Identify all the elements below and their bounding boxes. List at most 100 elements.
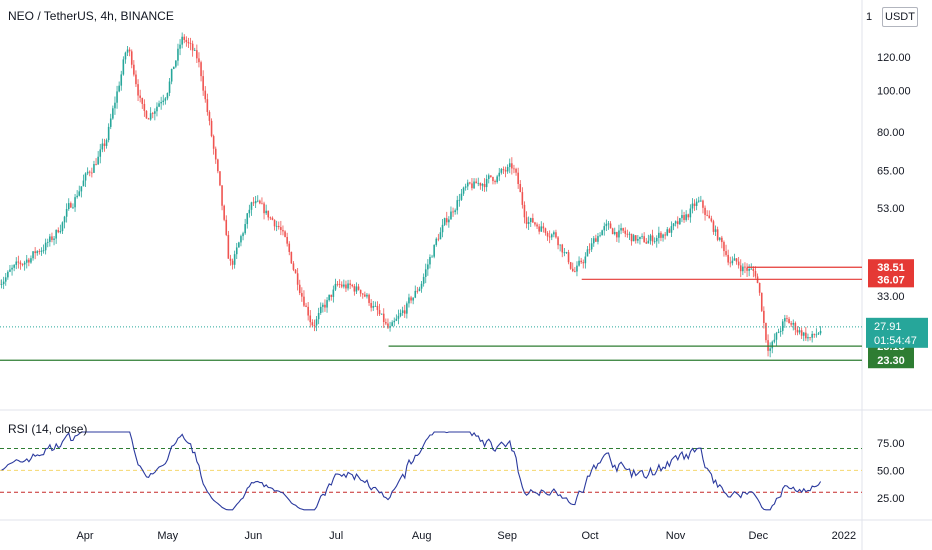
candle-body [372,306,375,308]
candle-body [309,315,312,323]
candle-body [72,207,74,209]
currency-button[interactable]: USDT [882,7,918,27]
candle-body [355,286,358,292]
candle-body [109,118,112,127]
candle-body [65,208,68,217]
candle-body [15,261,18,265]
rsi-tick-label: 25.00 [877,493,905,505]
candle-body [332,289,335,297]
candle-body [177,48,179,61]
candle-body [225,219,228,235]
candle-body [700,200,702,202]
candle-body [49,236,51,242]
candle-body [322,304,324,307]
candle-body [601,230,603,236]
candle-body [586,249,589,257]
candle-body [242,233,244,237]
candle-body [550,234,553,238]
candle-body [712,221,715,232]
candle-body [286,236,288,244]
candle-body [641,236,643,238]
candle-body [166,92,169,99]
candle-body [765,322,767,341]
candle-body [143,103,146,111]
candle-body [454,210,456,213]
candle-body [624,230,627,234]
candle-body [805,332,807,339]
candle-body [525,217,528,224]
candle-body [21,264,24,266]
candle-body [481,184,484,186]
candle-body [786,318,788,319]
scale-label: 1 [866,11,873,23]
candle-body [395,318,398,321]
candle-body [490,175,492,177]
x-tick-label: Oct [581,530,598,542]
candle-body [57,229,60,233]
candle-body [567,252,570,263]
candle-body [422,276,425,284]
candle-body [807,337,809,339]
candle-body [162,100,165,102]
candle-body [154,111,156,114]
candle-body [800,330,803,336]
last-price-label: 27.91 [874,321,902,333]
x-tick-label: May [157,530,178,542]
candle-body [445,218,448,223]
candle-body [416,290,419,292]
x-tick-label: Sep [497,530,517,542]
candle-body [349,283,351,285]
candle-body [498,172,501,177]
symbol-title: NEO / TetherUS, 4h, BINANCE [8,9,174,23]
candle-body [38,251,41,252]
candle-body [235,247,238,255]
candle-body [301,293,303,297]
level-label-box [868,352,914,369]
candle-body [628,233,631,235]
candle-body [231,260,234,265]
candle-body [391,322,393,327]
candle-body [777,331,780,333]
candle-body [609,223,612,229]
candle-body [147,118,150,120]
candle-body [706,214,708,216]
candle-body [145,110,148,119]
level-label-box [868,259,914,276]
candle-body [212,136,215,149]
candle-body [427,264,429,270]
y-tick-label: 80.00 [877,127,905,139]
candle-body [84,173,87,181]
candle-body [387,323,389,328]
candle-body [120,74,123,86]
candle-body [599,235,601,237]
y-tick-label: 33.00 [877,291,905,303]
candle-body [603,226,606,231]
candle-body [343,284,345,287]
candle-body [662,234,664,238]
candle-body [406,303,408,314]
candle-body [760,292,763,311]
candle-body [519,183,522,193]
candle-body [750,268,753,270]
candle-body [95,164,97,165]
candle-body [540,226,543,232]
level-label: 38.51 [877,262,905,274]
candle-body [796,329,799,333]
candle-body [112,108,114,119]
candle-body [28,259,30,263]
candle-body [683,215,685,220]
candle-body [44,242,47,251]
candle-body [487,175,490,179]
candle-body [403,310,406,314]
candle-body [399,312,402,316]
candle-body [246,213,249,225]
candle-body [118,85,120,92]
level-label: 36.07 [877,274,905,286]
level-label-box [868,271,914,288]
candle-body [739,265,742,272]
candle-body [521,192,524,205]
candle-body [181,36,183,45]
candle-body [666,229,669,236]
